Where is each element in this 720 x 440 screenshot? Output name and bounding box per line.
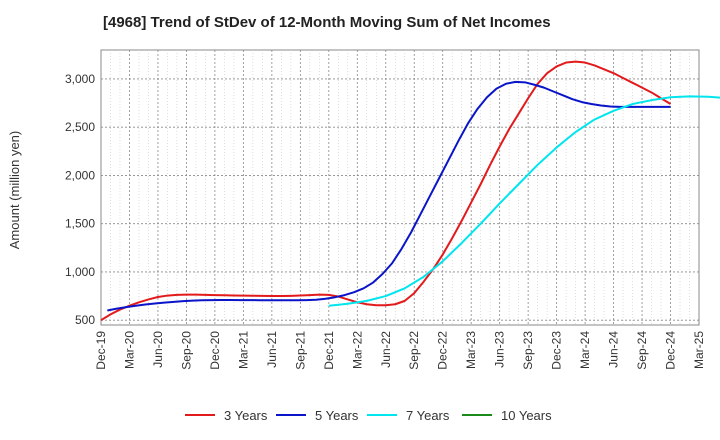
legend-label: 3 Years	[224, 408, 268, 423]
x-tick-label: Jun-24	[607, 331, 621, 368]
x-tick-label: Sep-20	[179, 331, 193, 370]
x-tick-label: Sep-24	[635, 331, 649, 370]
legend-label: 5 Years	[315, 408, 359, 423]
y-tick-label: 2,500	[65, 120, 95, 134]
y-axis-title: Amount (million yen)	[7, 131, 22, 250]
x-tick-label: Dec-19	[94, 331, 108, 370]
x-tick-label: Dec-23	[550, 331, 564, 370]
x-tick-label: Mar-21	[236, 331, 250, 369]
x-tick-label: Dec-21	[322, 331, 336, 370]
x-axis-ticks: Dec-19 Mar-20 Jun-20 Sep-20 Dec-20 Mar-21 Jun-…	[94, 331, 706, 370]
x-tick-label: Mar-25	[692, 331, 706, 369]
x-tick-label: Sep-23	[521, 331, 535, 370]
x-tick-label: Jun-21	[265, 331, 279, 368]
y-tick-label: 500	[75, 313, 95, 327]
legend-label: 7 Years	[406, 408, 450, 423]
x-tick-label: Sep-21	[293, 331, 307, 370]
legend[interactable]: 3 Years 5 Years 7 Years 10 Years	[185, 408, 552, 423]
y-tick-label: 1,500	[65, 217, 95, 231]
x-tick-label: Mar-20	[122, 331, 136, 369]
series-line-3-years	[100, 60, 672, 322]
y-tick-label: 2,000	[65, 168, 95, 182]
y-axis-ticks: 500 1,000 1,500 2,000 2,500 3,000	[65, 72, 95, 327]
x-tick-label: Mar-24	[578, 331, 592, 369]
x-tick-label: Sep-22	[407, 331, 421, 370]
x-tick-label: Mar-22	[350, 331, 364, 369]
x-tick-label: Jun-23	[493, 331, 507, 368]
series-group	[100, 60, 720, 322]
series-line-5-years	[107, 80, 671, 312]
y-tick-label: 3,000	[65, 72, 95, 86]
x-tick-label: Dec-22	[436, 331, 450, 370]
x-tick-label: Jun-20	[151, 331, 165, 368]
chart-title: [4968] Trend of StDev of 12-Month Moving…	[103, 14, 551, 31]
x-tick-label: Mar-23	[464, 331, 478, 369]
x-tick-label: Jun-22	[379, 331, 393, 368]
x-tick-label: Dec-24	[664, 331, 678, 370]
plot-frame	[100, 49, 700, 326]
x-tick-label: Dec-20	[208, 331, 222, 370]
y-tick-label: 1,000	[65, 265, 95, 279]
legend-label: 10 Years	[501, 408, 552, 423]
series-line-7-years	[328, 95, 720, 307]
